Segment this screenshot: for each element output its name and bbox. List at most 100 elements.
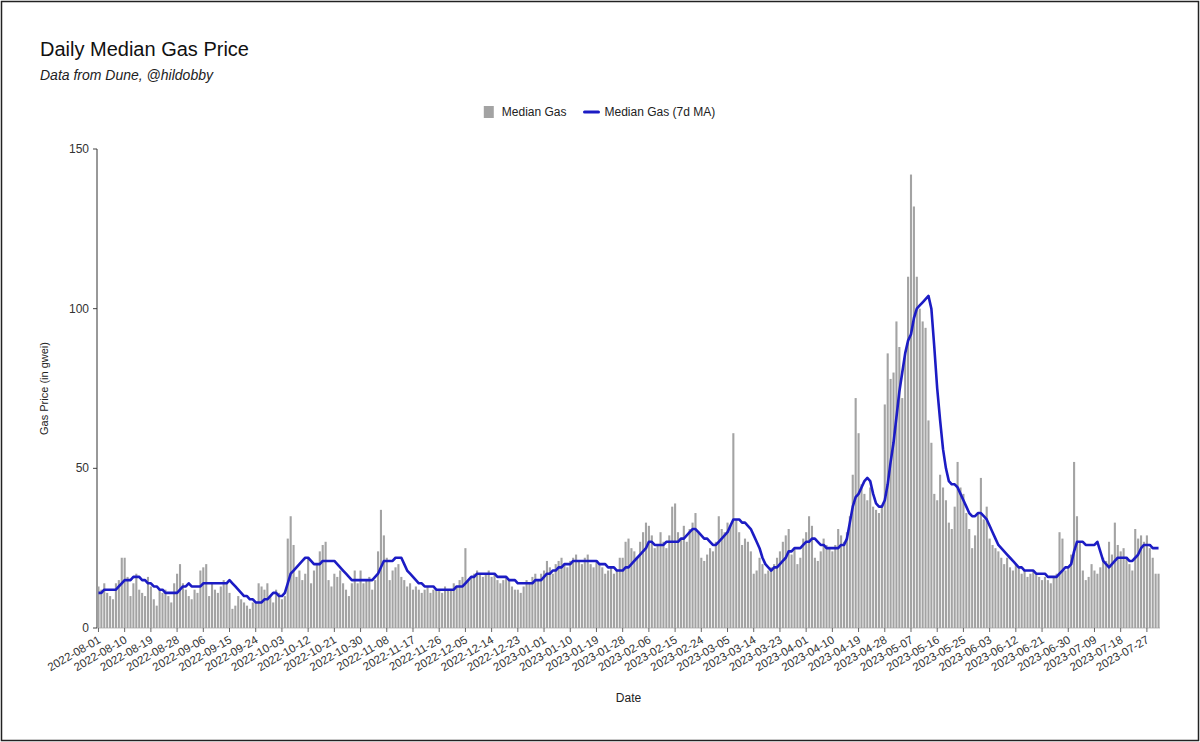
legend-item: Median Gas	[484, 105, 567, 119]
x-tick	[439, 628, 440, 632]
bar	[1012, 571, 1014, 628]
bar	[747, 542, 749, 628]
background	[0, 0, 1200, 742]
bar	[1032, 571, 1034, 628]
bar	[237, 596, 239, 628]
y-axis-line	[97, 149, 98, 628]
bar	[983, 519, 985, 628]
bar	[194, 590, 196, 628]
bar	[593, 567, 595, 628]
bar	[124, 558, 126, 628]
bar	[796, 564, 798, 628]
bar	[788, 529, 790, 628]
bar	[613, 574, 615, 628]
x-tick	[910, 628, 911, 632]
legend-label: Median Gas	[502, 105, 567, 119]
bar	[700, 558, 702, 628]
bar	[991, 545, 993, 628]
bar	[365, 580, 367, 628]
bar	[962, 494, 964, 628]
bar	[226, 583, 228, 628]
bar	[295, 577, 297, 628]
bar	[872, 507, 874, 628]
x-tick	[334, 628, 335, 632]
bar	[304, 574, 306, 628]
bar	[759, 558, 761, 628]
bar	[188, 596, 190, 628]
bar	[1006, 558, 1008, 628]
bar	[925, 328, 927, 628]
bar	[936, 500, 938, 628]
bar	[1152, 558, 1154, 628]
bar	[922, 321, 924, 628]
x-tick	[806, 628, 807, 632]
bar	[447, 590, 449, 628]
subtitle: Data from Dune, @hildobby	[40, 67, 214, 83]
bar	[683, 526, 685, 628]
bar	[939, 475, 941, 628]
bar	[869, 487, 871, 628]
bar	[1120, 551, 1122, 628]
bar	[980, 478, 982, 628]
bar	[860, 484, 862, 628]
bar	[942, 487, 944, 628]
x-tick	[753, 628, 754, 632]
bar	[881, 507, 883, 628]
bar	[424, 590, 426, 628]
bar	[1143, 542, 1145, 628]
bar	[1088, 577, 1090, 628]
bar	[994, 548, 996, 628]
bar	[1108, 542, 1110, 628]
bar	[828, 548, 830, 628]
bar	[904, 353, 906, 628]
bar	[406, 586, 408, 628]
bar	[164, 590, 166, 628]
bar	[514, 590, 516, 628]
bar	[595, 561, 597, 628]
bar	[668, 535, 670, 628]
bar	[642, 532, 644, 628]
bar	[526, 580, 528, 628]
bar	[176, 574, 178, 628]
x-tick	[1068, 628, 1069, 632]
bar	[726, 523, 728, 628]
bar	[1015, 564, 1017, 628]
title: Daily Median Gas Price	[40, 38, 249, 60]
bar	[255, 602, 257, 628]
bar	[732, 433, 734, 628]
bar	[846, 532, 848, 628]
x-tick	[779, 628, 780, 632]
bar	[959, 487, 961, 628]
bar	[127, 577, 129, 628]
bar	[397, 564, 399, 628]
bar	[228, 593, 230, 628]
bar	[735, 519, 737, 628]
bar	[322, 545, 324, 628]
bar	[607, 571, 609, 628]
bar	[132, 583, 134, 628]
x-tick	[308, 628, 309, 632]
bar	[1035, 574, 1037, 628]
x-tick	[858, 628, 859, 632]
bar	[578, 561, 580, 628]
bar	[427, 586, 429, 628]
bar	[587, 555, 589, 628]
bar	[1149, 548, 1151, 628]
bar	[362, 583, 364, 628]
legend-swatch	[584, 111, 598, 114]
bar	[438, 590, 440, 628]
bar	[313, 571, 315, 628]
plot-area	[97, 175, 1159, 628]
bar	[1114, 523, 1116, 628]
x-tick	[1094, 628, 1095, 632]
bar	[855, 398, 857, 628]
bar	[208, 596, 210, 628]
bar	[878, 513, 880, 628]
x-tick	[517, 628, 518, 632]
bar	[901, 398, 903, 628]
bar	[179, 564, 181, 628]
bar	[1056, 574, 1058, 628]
bar	[377, 551, 379, 628]
y-tick	[93, 149, 97, 150]
bar	[476, 571, 478, 628]
